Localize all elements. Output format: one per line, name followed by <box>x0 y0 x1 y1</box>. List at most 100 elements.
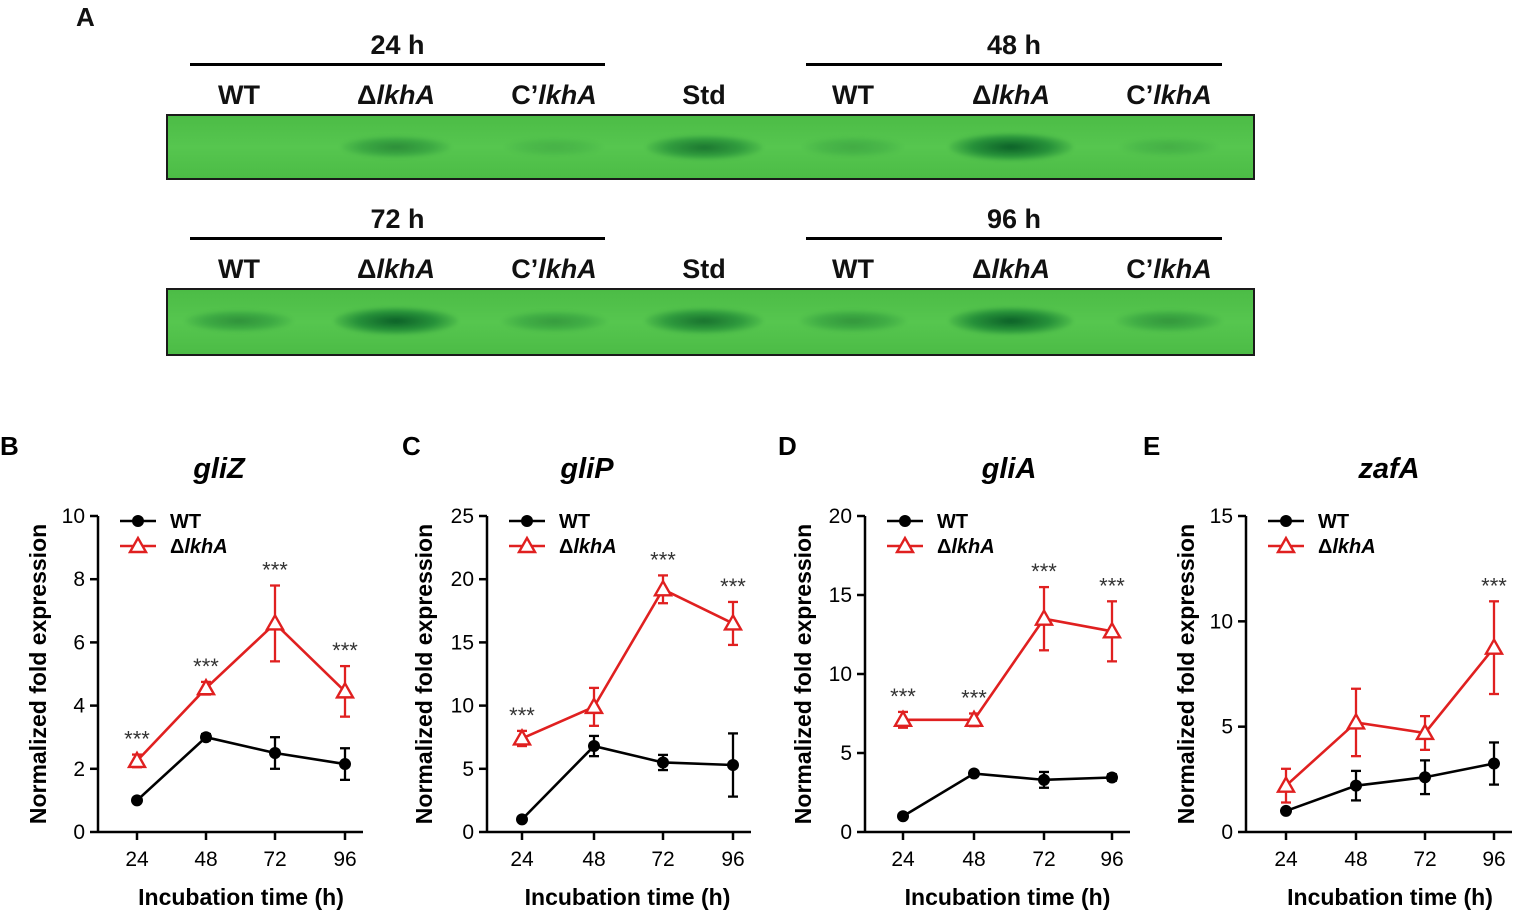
significance-marker: *** <box>262 558 288 583</box>
gel-band <box>501 310 607 332</box>
x-axis-label: Incubation time (h) <box>1287 884 1493 910</box>
y-tick-label: 20 <box>451 568 474 591</box>
gel-band <box>505 137 603 157</box>
x-tick-label: 96 <box>333 848 356 871</box>
mutant-data-point <box>334 680 356 699</box>
gel-band <box>185 310 293 332</box>
x-tick-label: 96 <box>1482 848 1505 871</box>
legend-mutant-label: ΔlkhA <box>937 536 995 558</box>
gel-lane-label: C’lkhA <box>511 80 597 110</box>
mutant-data-point <box>1275 775 1297 793</box>
legend-mutant-marker <box>894 535 916 554</box>
gel-group-bracket <box>190 63 605 66</box>
y-tick-label: 10 <box>829 663 852 686</box>
gel-group-header: 96 h <box>986 204 1042 234</box>
gel-lane-label: WT <box>218 80 260 110</box>
chart-title: gliA <box>981 453 1037 485</box>
y-axis-label: Normalized fold expression <box>1173 524 1199 824</box>
chart-title: gliZ <box>192 453 246 485</box>
mutant-data-point <box>195 677 217 696</box>
x-tick-label: 24 <box>1274 848 1298 871</box>
panel-letter: B <box>0 431 19 461</box>
wt-data-point <box>657 756 669 769</box>
mutant-data-point <box>1345 712 1367 730</box>
mutant-data-point <box>963 709 985 728</box>
gel-band <box>799 310 907 332</box>
gel-band <box>1115 310 1223 332</box>
legend-wt-label: WT <box>170 511 201 533</box>
mutant-data-point <box>264 613 286 631</box>
gel-lane-label: ΔlkhA <box>357 254 435 284</box>
legend-wt-marker <box>899 515 911 527</box>
wt-data-point <box>516 813 528 826</box>
x-tick-label: 48 <box>962 848 985 871</box>
gel-lane-label: ΔlkhA <box>972 254 1050 284</box>
wt-data-point <box>968 767 980 780</box>
mutant-data-point <box>126 750 148 769</box>
wt-data-point <box>1106 771 1118 784</box>
wt-data-point <box>339 758 351 771</box>
gel-lane-label: WT <box>832 254 874 284</box>
x-tick-label: 72 <box>263 848 286 871</box>
y-tick-label: 10 <box>451 695 474 718</box>
gel-lane-label: WT <box>832 80 874 110</box>
legend-wt-marker <box>1280 515 1292 527</box>
gel-band <box>803 137 903 157</box>
x-axis-label: Incubation time (h) <box>525 884 731 910</box>
gel-group-bracket <box>806 63 1222 66</box>
wt-series-line <box>1285 762 1495 813</box>
gel-band <box>1119 137 1219 157</box>
significance-marker: *** <box>124 727 150 752</box>
mutant-data-point <box>1483 637 1505 655</box>
y-tick-label: 0 <box>840 821 852 844</box>
y-tick-label: 25 <box>451 505 474 528</box>
wt-series-line <box>521 744 734 821</box>
gel-group-header: 72 h <box>370 204 425 234</box>
wt-data-point <box>1038 773 1050 786</box>
gel-lane-label: C’lkhA <box>1126 80 1212 110</box>
legend-mutant-marker <box>127 535 149 554</box>
x-tick-label: 48 <box>194 848 217 871</box>
gel-lane-label: C’lkhA <box>1126 254 1212 284</box>
x-axis-label: Incubation time (h) <box>138 884 344 910</box>
gel-lane-label: WT <box>218 254 260 284</box>
legend-wt-label: WT <box>1318 511 1349 533</box>
x-tick-label: 72 <box>1413 848 1436 871</box>
x-tick-label: 24 <box>510 848 534 871</box>
legend-wt-marker <box>521 515 533 527</box>
legend-wt-marker <box>132 515 144 527</box>
y-tick-label: 5 <box>1221 716 1233 739</box>
gel-band <box>644 308 764 334</box>
significance-marker: *** <box>1031 559 1057 584</box>
y-tick-label: 5 <box>462 758 474 781</box>
wt-series-line <box>136 735 346 802</box>
y-axis-label: Normalized fold expression <box>411 524 437 824</box>
wt-data-point <box>1350 779 1362 792</box>
mutant-data-point <box>652 578 674 597</box>
gel-lane-label: ΔlkhA <box>972 80 1050 110</box>
y-tick-label: 15 <box>451 631 474 654</box>
wt-data-point <box>131 794 143 807</box>
gel-band <box>948 133 1074 161</box>
x-tick-label: 72 <box>1032 848 1055 871</box>
y-axis-label: Normalized fold expression <box>790 524 816 824</box>
gel-lane-label: ΔlkhA <box>357 80 435 110</box>
y-axis-label: Normalized fold expression <box>25 524 51 824</box>
gel-band <box>333 307 459 335</box>
gel-std-label: Std <box>682 254 726 284</box>
wt-data-point <box>269 747 281 759</box>
mutant-series-line <box>1285 646 1496 787</box>
gel-group-header: 48 h <box>986 30 1042 60</box>
wt-data-point <box>588 740 600 753</box>
mutant-series-line <box>521 587 734 740</box>
gel-lane-label: C’lkhA <box>511 254 597 284</box>
chart-title: zafA <box>1357 453 1419 485</box>
y-tick-label: 2 <box>73 758 85 781</box>
y-tick-label: 0 <box>1221 821 1233 844</box>
y-tick-label: 10 <box>62 505 85 528</box>
mutant-data-point <box>511 728 533 746</box>
legend-mutant-marker <box>1275 535 1297 554</box>
y-tick-label: 4 <box>73 695 85 718</box>
x-tick-label: 48 <box>1344 848 1367 871</box>
